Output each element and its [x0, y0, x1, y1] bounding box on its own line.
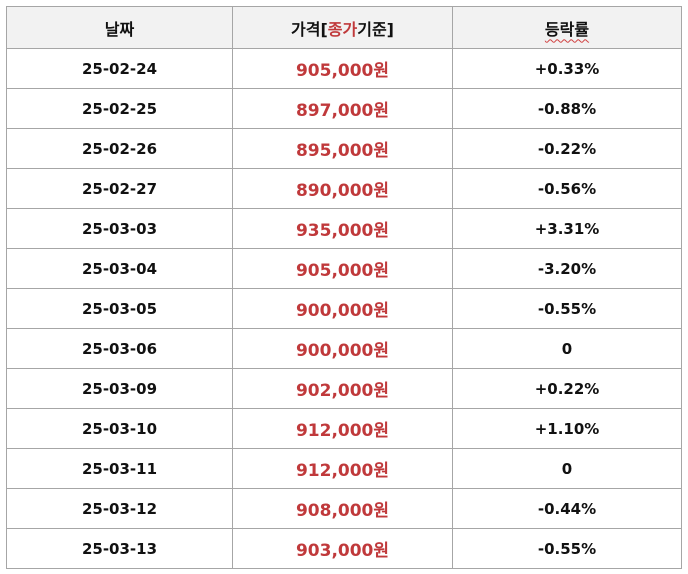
change-cell: -0.44% [452, 488, 682, 529]
header-price: 가격[종가기준] [232, 6, 453, 49]
price-cell: 905,000원 [232, 248, 453, 289]
table-row: 25-02-25 897,000원 -0.88% [6, 88, 682, 129]
table-row: 25-02-27 890,000원 -0.56% [6, 168, 682, 209]
change-cell: 0 [452, 328, 682, 369]
change-cell: -0.55% [452, 288, 682, 329]
price-cell: 890,000원 [232, 168, 453, 209]
change-cell: 0 [452, 448, 682, 489]
header-row: 날짜 가격[종가기준] 등락률 [6, 6, 682, 49]
price-cell: 900,000원 [232, 288, 453, 329]
date-cell: 25-03-11 [6, 448, 233, 489]
table-row: 25-03-10 912,000원 +1.10% [6, 408, 682, 449]
price-cell: 908,000원 [232, 488, 453, 529]
table-row: 25-03-06 900,000원 0 [6, 328, 682, 369]
change-cell: -0.55% [452, 528, 682, 569]
date-cell: 25-03-09 [6, 368, 233, 409]
date-cell: 25-02-24 [6, 48, 233, 89]
header-date: 날짜 [6, 6, 233, 49]
header-price-highlight: 종가 [327, 19, 358, 39]
table-row: 25-03-11 912,000원 0 [6, 448, 682, 489]
price-cell: 912,000원 [232, 448, 453, 489]
price-cell: 935,000원 [232, 208, 453, 249]
header-change-label: 등락률 [544, 19, 590, 39]
date-cell: 25-03-13 [6, 528, 233, 569]
change-cell: +0.22% [452, 368, 682, 409]
table-row: 25-03-13 903,000원 -0.55% [6, 528, 682, 569]
change-cell: -0.22% [452, 128, 682, 169]
price-cell: 905,000원 [232, 48, 453, 89]
date-cell: 25-02-26 [6, 128, 233, 169]
table-row: 25-02-26 895,000원 -0.22% [6, 128, 682, 169]
change-cell: +0.33% [452, 48, 682, 89]
stock-price-table: 날짜 가격[종가기준] 등락률 25-02-24 905,000원 +0.33% 25… [6, 6, 682, 569]
price-cell: 912,000원 [232, 408, 453, 449]
table-row: 25-03-04 905,000원 -3.20% [6, 248, 682, 289]
date-cell: 25-03-12 [6, 488, 233, 529]
date-cell: 25-03-05 [6, 288, 233, 329]
table-row: 25-03-03 935,000원 +3.31% [6, 208, 682, 249]
header-change: 등락률 [452, 6, 682, 49]
change-cell: +1.10% [452, 408, 682, 449]
change-cell: -3.20% [452, 248, 682, 289]
price-cell: 903,000원 [232, 528, 453, 569]
date-cell: 25-02-25 [6, 88, 233, 129]
table-row: 25-02-24 905,000원 +0.33% [6, 48, 682, 89]
date-cell: 25-02-27 [6, 168, 233, 209]
date-cell: 25-03-10 [6, 408, 233, 449]
change-cell: -0.56% [452, 168, 682, 209]
price-cell: 900,000원 [232, 328, 453, 369]
date-cell: 25-03-04 [6, 248, 233, 289]
price-cell: 902,000원 [232, 368, 453, 409]
change-cell: +3.31% [452, 208, 682, 249]
date-cell: 25-03-03 [6, 208, 233, 249]
price-cell: 895,000원 [232, 128, 453, 169]
date-cell: 25-03-06 [6, 328, 233, 369]
table-row: 25-03-09 902,000원 +0.22% [6, 368, 682, 409]
table-row: 25-03-05 900,000원 -0.55% [6, 288, 682, 329]
header-price-prefix: 가격[ [291, 19, 328, 39]
price-cell: 897,000원 [232, 88, 453, 129]
change-cell: -0.88% [452, 88, 682, 129]
header-price-suffix: 기준] [357, 19, 394, 39]
table-row: 25-03-12 908,000원 -0.44% [6, 488, 682, 529]
